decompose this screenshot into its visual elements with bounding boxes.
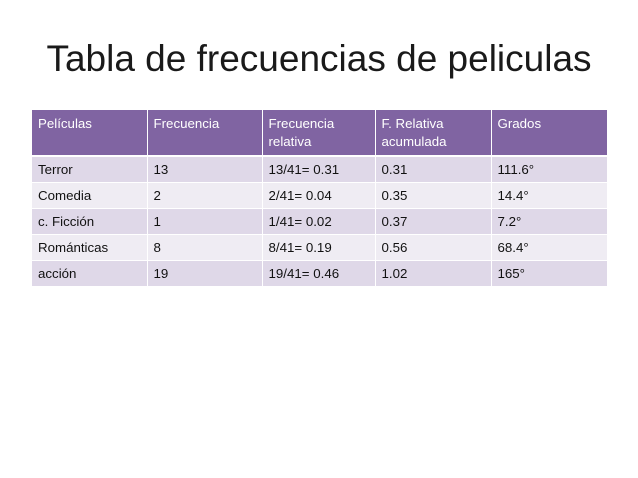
header-grados: Grados [491,110,607,157]
header-relativa-acumulada: F. Relativa acumulada [375,110,492,157]
cell-relative-frequency: 19/41= 0.46 [262,260,376,287]
table-row: Terror 13 13/41= 0.31 0.31 111.6° [32,156,607,183]
cell-relative-frequency: 13/41= 0.31 [262,156,376,183]
table-header-row: Películas Frecuencia Frecuencia relativa… [32,110,607,157]
cell-frequency: 8 [147,234,263,261]
table-row: c. Ficción 1 1/41= 0.02 0.37 7.2° [32,208,607,235]
cell-relative-frequency: 1/41= 0.02 [262,208,376,235]
cell-cumulative: 0.56 [375,234,492,261]
frequency-table: Películas Frecuencia Frecuencia relativa… [32,110,607,287]
cell-frequency: 1 [147,208,263,235]
cell-cumulative: 0.35 [375,182,492,209]
cell-degrees: 165° [491,260,607,287]
cell-cumulative: 1.02 [375,260,492,287]
cell-genre: Románticas [32,234,148,261]
cell-frequency: 13 [147,156,263,183]
table-row: Comedia 2 2/41= 0.04 0.35 14.4° [32,182,607,209]
cell-relative-frequency: 2/41= 0.04 [262,182,376,209]
cell-degrees: 14.4° [491,182,607,209]
cell-degrees: 111.6° [491,156,607,183]
header-frecuencia-relativa: Frecuencia relativa [262,110,376,157]
slide-title: Tabla de frecuencias de peliculas [46,38,592,79]
table-row: acción 19 19/41= 0.46 1.02 165° [32,260,607,287]
cell-degrees: 68.4° [491,234,607,261]
table-row: Románticas 8 8/41= 0.19 0.56 68.4° [32,234,607,261]
header-peliculas: Películas [32,110,148,157]
cell-genre: acción [32,260,148,287]
cell-genre: Terror [32,156,148,183]
cell-cumulative: 0.31 [375,156,492,183]
header-frecuencia: Frecuencia [147,110,263,157]
cell-frequency: 19 [147,260,263,287]
cell-degrees: 7.2° [491,208,607,235]
cell-relative-frequency: 8/41= 0.19 [262,234,376,261]
cell-genre: c. Ficción [32,208,148,235]
cell-frequency: 2 [147,182,263,209]
cell-genre: Comedia [32,182,148,209]
cell-cumulative: 0.37 [375,208,492,235]
